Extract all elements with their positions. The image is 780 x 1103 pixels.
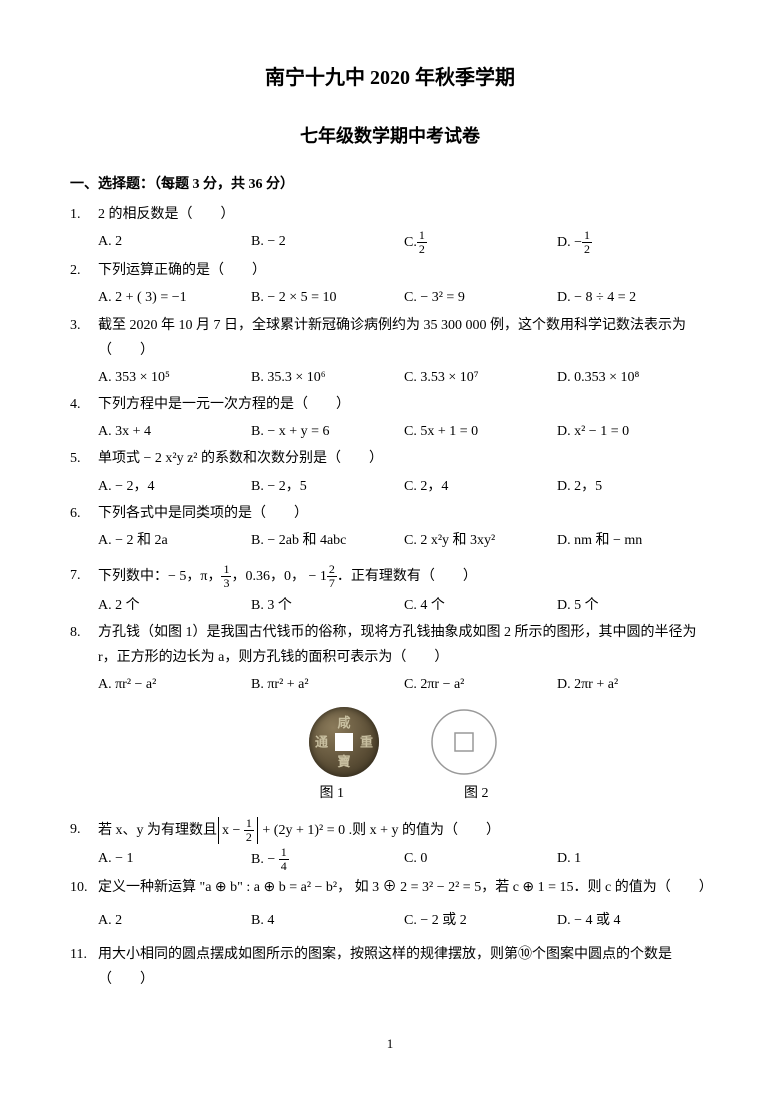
q10-num: 10. <box>70 875 98 933</box>
q2-opt-c: C. − 3² = 9 <box>404 285 557 310</box>
fig2-caption: 图 2 <box>464 781 489 806</box>
q4-opt-a: A. 3x + 4 <box>98 419 251 444</box>
q11-num: 11. <box>70 942 98 992</box>
question-11: 11. 用大小相同的圆点摆成如图所示的图案，按照这样的规律摆放，则第⑩个图案中圆… <box>70 942 710 992</box>
q4-opt-c: C. 5x + 1 = 0 <box>404 419 557 444</box>
q6-num: 6. <box>70 501 98 553</box>
q1-opt-a: A. 2 <box>98 229 251 256</box>
question-10: 10. 定义一种新运算 "a ⊕ b" : a ⊕ b = a² − b²， 如… <box>70 875 710 933</box>
q1-num: 1. <box>70 202 98 257</box>
q7-opt-a: A. 2 个 <box>98 593 251 618</box>
q6-opt-d: D. nm 和 − mn <box>557 528 710 553</box>
q5-opt-b: B. − 2，5 <box>251 474 404 499</box>
q5-text: 单项式 − 2 x²y z² 的系数和次数分别是（ ） <box>98 446 710 471</box>
q7-num: 7. <box>70 563 98 618</box>
q2-opt-d: D. − 8 ÷ 4 = 2 <box>557 285 710 310</box>
fig1-caption: 图 1 <box>320 781 345 806</box>
q9-opt-c: C. 0 <box>404 846 557 873</box>
q6-opt-b: B. − 2ab 和 4abc <box>251 528 404 553</box>
q3-num: 3. <box>70 313 98 391</box>
q9-opt-b: B. − 14 <box>251 846 404 873</box>
q5-opt-c: C. 2，4 <box>404 474 557 499</box>
q4-opt-d: D. x² − 1 = 0 <box>557 419 710 444</box>
q6-text: 下列各式中是同类项的是（ ） <box>98 501 710 526</box>
question-9: 9. 若 x、y 为有理数且x − 12 + (2y + 1)² = 0 .则 … <box>70 817 710 874</box>
q10-opt-a: A. 2 <box>98 908 251 933</box>
q8-num: 8. <box>70 620 98 815</box>
q11-text: 用大小相同的圆点摆成如图所示的图案，按照这样的规律摆放，则第⑩个图案中圆点的个数… <box>98 942 710 992</box>
q3-opt-a: A. 353 × 10⁵ <box>98 365 251 390</box>
page-title-1: 南宁十九中 2020 年秋季学期 <box>70 60 710 96</box>
question-7: 7. 下列数中：− 5，π，13，0.36，0， − 127．正有理数有（ ） … <box>70 563 710 618</box>
q9-opt-a: A. − 1 <box>98 846 251 873</box>
question-5: 5. 单项式 − 2 x²y z² 的系数和次数分别是（ ） A. − 2，4 … <box>70 446 710 498</box>
q3-text: 截至 2020 年 10 月 7 日，全球累计新冠确诊病例约为 35 300 0… <box>98 313 710 363</box>
q4-text: 下列方程中是一元一次方程的是（ ） <box>98 392 710 417</box>
q2-opt-a: A. 2 + ( 3) = −1 <box>98 285 251 310</box>
q3-opt-c: C. 3.53 × 10⁷ <box>404 365 557 390</box>
question-3: 3. 截至 2020 年 10 月 7 日，全球累计新冠确诊病例约为 35 30… <box>70 313 710 391</box>
coin-char-right: 重 <box>360 731 373 754</box>
q5-opt-d: D. 2，5 <box>557 474 710 499</box>
question-4: 4. 下列方程中是一元一次方程的是（ ） A. 3x + 4 B. − x + … <box>70 392 710 444</box>
q8-opt-a: A. πr² − a² <box>98 672 251 697</box>
q8-opt-b: B. πr² + a² <box>251 672 404 697</box>
page-number: 1 <box>70 1032 710 1055</box>
question-8: 8. 方孔钱（如图 1）是我国古代钱币的俗称，现将方孔钱抽象成如图 2 所示的图… <box>70 620 710 815</box>
q8-text: 方孔钱（如图 1）是我国古代钱币的俗称，现将方孔钱抽象成如图 2 所示的图形，其… <box>98 620 710 670</box>
coin-char-left: 通 <box>315 731 328 754</box>
question-2: 2. 下列运算正确的是（ ） A. 2 + ( 3) = −1 B. − 2 ×… <box>70 258 710 310</box>
q8-opt-c: C. 2πr − a² <box>404 672 557 697</box>
q4-num: 4. <box>70 392 98 444</box>
q1-opt-c: C.12 <box>404 229 557 256</box>
q10-opt-d: D. − 4 或 4 <box>557 908 710 933</box>
q3-opt-b: B. 35.3 × 10⁶ <box>251 365 404 390</box>
q2-text: 下列运算正确的是（ ） <box>98 258 710 283</box>
page-title-2: 七年级数学期中考试卷 <box>70 120 710 152</box>
q9-text: 若 x、y 为有理数且x − 12 + (2y + 1)² = 0 .则 x +… <box>98 817 710 844</box>
q1-opt-b: B. − 2 <box>251 229 404 256</box>
q10-opt-c: C. − 2 或 2 <box>404 908 557 933</box>
section-heading: 一、选择题：（每题 3 分，共 36 分） <box>70 172 710 197</box>
q9-opt-d: D. 1 <box>557 846 710 873</box>
q2-opt-b: B. − 2 × 5 = 10 <box>251 285 404 310</box>
q5-num: 5. <box>70 446 98 498</box>
q7-opt-d: D. 5 个 <box>557 593 710 618</box>
question-1: 1. 2 的相反数是（ ） A. 2 B. − 2 C.12 D. −12 <box>70 202 710 257</box>
q10-opt-b: B. 4 <box>251 908 404 933</box>
q3-opt-d: D. 0.353 × 10⁸ <box>557 365 710 390</box>
q6-opt-c: C. 2 x²y 和 3xy² <box>404 528 557 553</box>
q4-opt-b: B. − x + y = 6 <box>251 419 404 444</box>
q9-num: 9. <box>70 817 98 874</box>
coin-figure-1: 咸 寶 通 重 <box>309 707 379 777</box>
q8-opt-d: D. 2πr + a² <box>557 672 710 697</box>
q2-num: 2. <box>70 258 98 310</box>
q1-opt-d: D. −12 <box>557 229 710 256</box>
question-6: 6. 下列各式中是同类项的是（ ） A. − 2 和 2a B. − 2ab 和… <box>70 501 710 553</box>
q7-opt-c: C. 4 个 <box>404 593 557 618</box>
q7-text: 下列数中：− 5，π，13，0.36，0， − 127．正有理数有（ ） <box>98 563 710 590</box>
coin-char-top: 咸 <box>337 711 350 734</box>
q7-opt-b: B. 3 个 <box>251 593 404 618</box>
q5-opt-a: A. − 2，4 <box>98 474 251 499</box>
q10-text: 定义一种新运算 "a ⊕ b" : a ⊕ b = a² − b²， 如 3 ⊕… <box>98 875 710 900</box>
q1-text: 2 的相反数是（ ） <box>98 202 710 227</box>
coin-figure-2 <box>429 707 499 777</box>
q6-opt-a: A. − 2 和 2a <box>98 528 251 553</box>
coin-char-bottom: 寶 <box>337 750 350 773</box>
